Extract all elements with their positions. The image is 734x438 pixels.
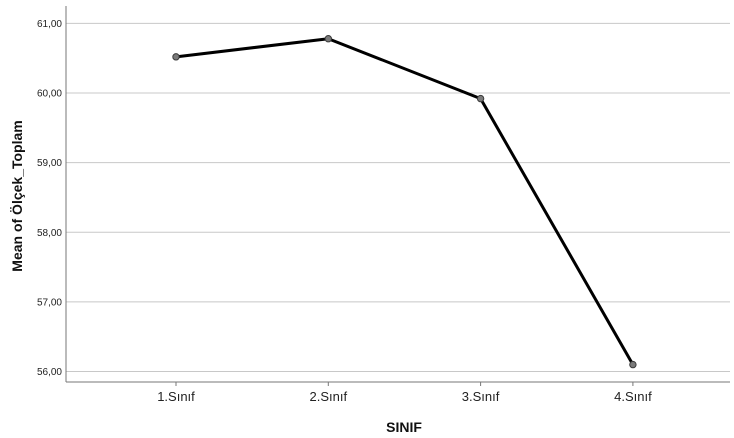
series	[172, 35, 637, 369]
y-tick-label: 57,00	[37, 297, 62, 308]
data-point	[324, 35, 332, 43]
y-axis-title: Mean of Ölçek_Toplam	[9, 120, 25, 271]
data-point	[476, 94, 485, 103]
x-axis-title: SINIF	[386, 419, 422, 435]
axes	[65, 6, 730, 383]
x-tick-label: 3.Sınıf	[462, 389, 500, 404]
data-point	[629, 360, 637, 369]
y-tick-label: 58,00	[37, 228, 62, 239]
x-tick-label: 2.Sınıf	[310, 389, 348, 404]
y-tick-label: 59,00	[37, 158, 62, 169]
x-tick-labels: 1.Sınıf 2.Sınıf 3.Sınıf 4.Sınıf	[157, 382, 652, 404]
series-line	[174, 37, 635, 367]
x-tick-label: 1.Sınıf	[157, 389, 195, 404]
gridlines	[66, 22, 730, 373]
y-tick-labels: 56,00 57,00 58,00 59,00 60,00 61,00	[37, 19, 62, 378]
x-tick-label: 4.Sınıf	[614, 389, 652, 404]
data-point	[172, 53, 180, 61]
y-tick-label: 61,00	[37, 19, 62, 30]
y-tick-label: 56,00	[37, 367, 62, 378]
y-tick-label: 60,00	[37, 89, 62, 100]
